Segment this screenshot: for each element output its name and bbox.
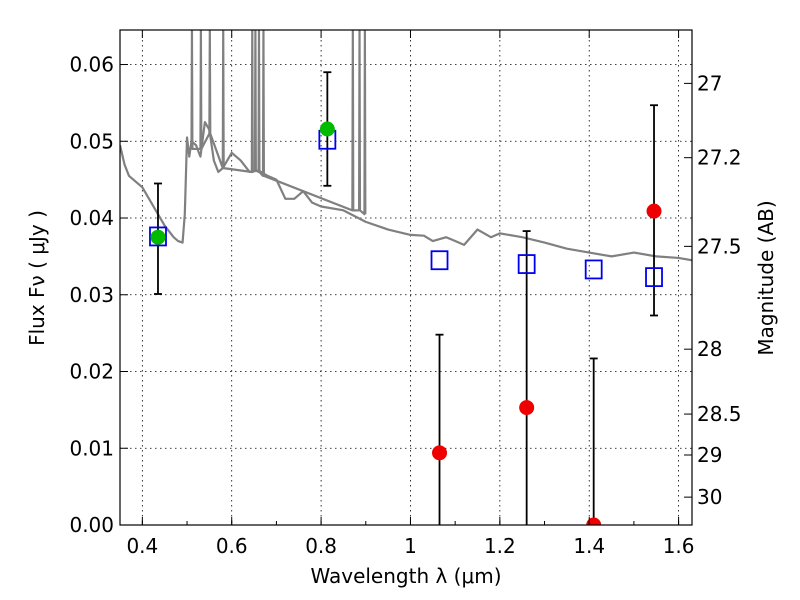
- plot-frame: [119, 29, 693, 526]
- y2-tick-label: 28: [697, 337, 722, 361]
- x-tick-label: 1.2: [484, 534, 516, 558]
- y2-axis-label: Magnitude (AB): [754, 200, 778, 355]
- x-tick-label: 0.8: [305, 534, 337, 558]
- y-tick-label: 0.05: [69, 129, 114, 153]
- detection-point: [150, 229, 166, 245]
- nondetection-point: [586, 517, 602, 525]
- y-axis-label: Flux Fν ( μJy ): [25, 210, 49, 346]
- x-tick-label: 1.6: [663, 534, 695, 558]
- y-tick-label: 0.03: [69, 283, 114, 307]
- y-tick-label: 0.00: [69, 513, 114, 537]
- model-flux-square: [149, 226, 167, 247]
- x-tick-label: 1.4: [573, 534, 605, 558]
- model-flux-square: [430, 250, 449, 271]
- x-tick-label: 1: [404, 534, 417, 558]
- y2-tick-label: 30: [697, 485, 722, 509]
- model-flux-square: [584, 259, 603, 280]
- template-emission-lines: [190, 30, 367, 216]
- y2-tick-label: 27: [697, 71, 722, 95]
- x-tick-label: 0.4: [126, 534, 158, 558]
- nondetection-point: [519, 400, 535, 416]
- y2-tick-label: 27.5: [697, 234, 742, 258]
- detection-point: [319, 121, 335, 137]
- nondetection-point: [646, 203, 662, 219]
- y2-tick-label: 27.2: [697, 146, 742, 170]
- y-tick-label: 0.02: [69, 360, 114, 384]
- y-tick-label: 0.06: [69, 53, 114, 77]
- plot-area: [120, 30, 692, 525]
- model-flux-square: [517, 254, 536, 274]
- nondetection-point: [432, 445, 448, 461]
- x-tick-label: 0.6: [216, 534, 248, 558]
- axes-layer: 0.4 0.6 0.8 1 1.2 1.4 1.6 0.00 0.01 0.02 0.03 0.04 0…: [69, 30, 742, 558]
- y-tick-label: 0.04: [69, 206, 114, 230]
- x-axis-label: Wavelength λ (μm): [310, 564, 501, 588]
- model-flux-square: [645, 267, 663, 288]
- y2-tick-label: 28.5: [697, 402, 742, 426]
- y2-tick-label: 29: [697, 443, 722, 467]
- y-tick-label: 0.01: [69, 436, 114, 460]
